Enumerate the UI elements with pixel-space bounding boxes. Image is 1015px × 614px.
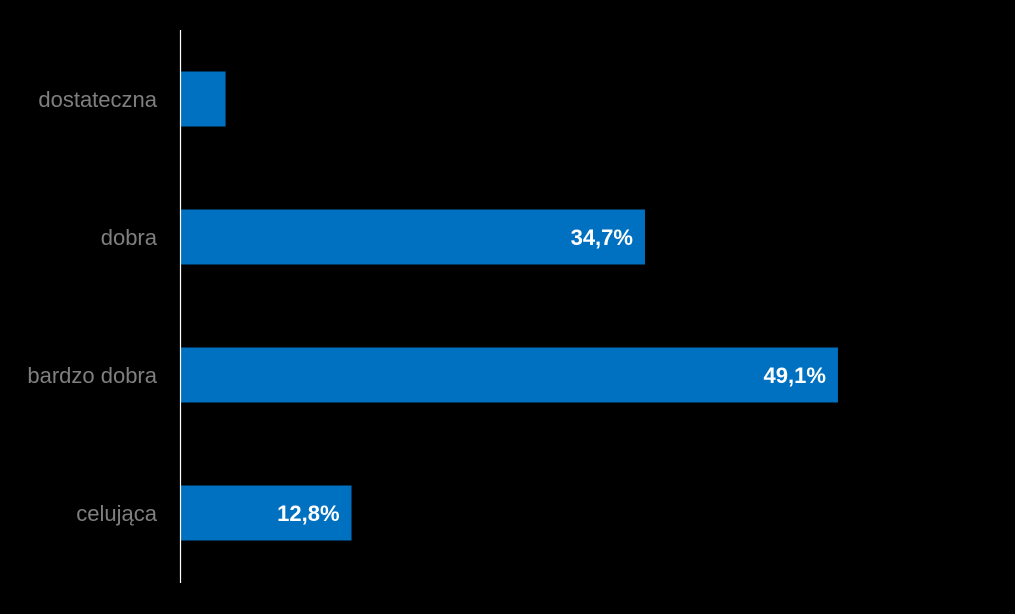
- data-label: 34,7%: [571, 225, 633, 250]
- bar-1: [180, 71, 226, 127]
- data-label: 12,8%: [277, 501, 339, 526]
- bar-4: [180, 485, 352, 541]
- bar-3: [180, 347, 838, 403]
- category-label: bardzo dobra: [27, 363, 157, 388]
- data-label: 49,1%: [764, 363, 826, 388]
- category-label: dostateczna: [38, 87, 157, 112]
- category-label: dobra: [101, 225, 158, 250]
- category-label: celująca: [76, 501, 157, 526]
- bar-2: [180, 209, 645, 265]
